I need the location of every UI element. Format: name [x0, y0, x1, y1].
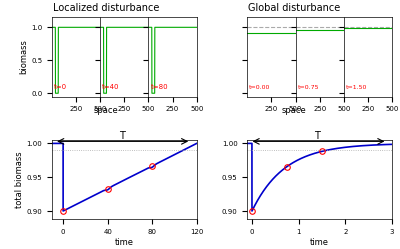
- Y-axis label: biomass: biomass: [19, 40, 28, 74]
- Text: t=0.75: t=0.75: [298, 85, 319, 90]
- Text: t=40: t=40: [102, 84, 120, 90]
- X-axis label: time: time: [115, 238, 134, 247]
- Text: Localized disturbance: Localized disturbance: [53, 3, 159, 13]
- Text: space: space: [282, 106, 306, 115]
- Text: t=1.50: t=1.50: [346, 85, 367, 90]
- Text: t=0: t=0: [54, 84, 67, 90]
- Text: t=80: t=80: [150, 84, 168, 90]
- X-axis label: time: time: [310, 238, 329, 247]
- Text: Global disturbance: Global disturbance: [248, 3, 340, 13]
- Text: T: T: [314, 131, 320, 141]
- Text: space: space: [94, 106, 118, 115]
- Text: t=0.00: t=0.00: [249, 85, 271, 90]
- Y-axis label: total biomass: total biomass: [15, 151, 24, 208]
- Text: T: T: [119, 131, 125, 141]
